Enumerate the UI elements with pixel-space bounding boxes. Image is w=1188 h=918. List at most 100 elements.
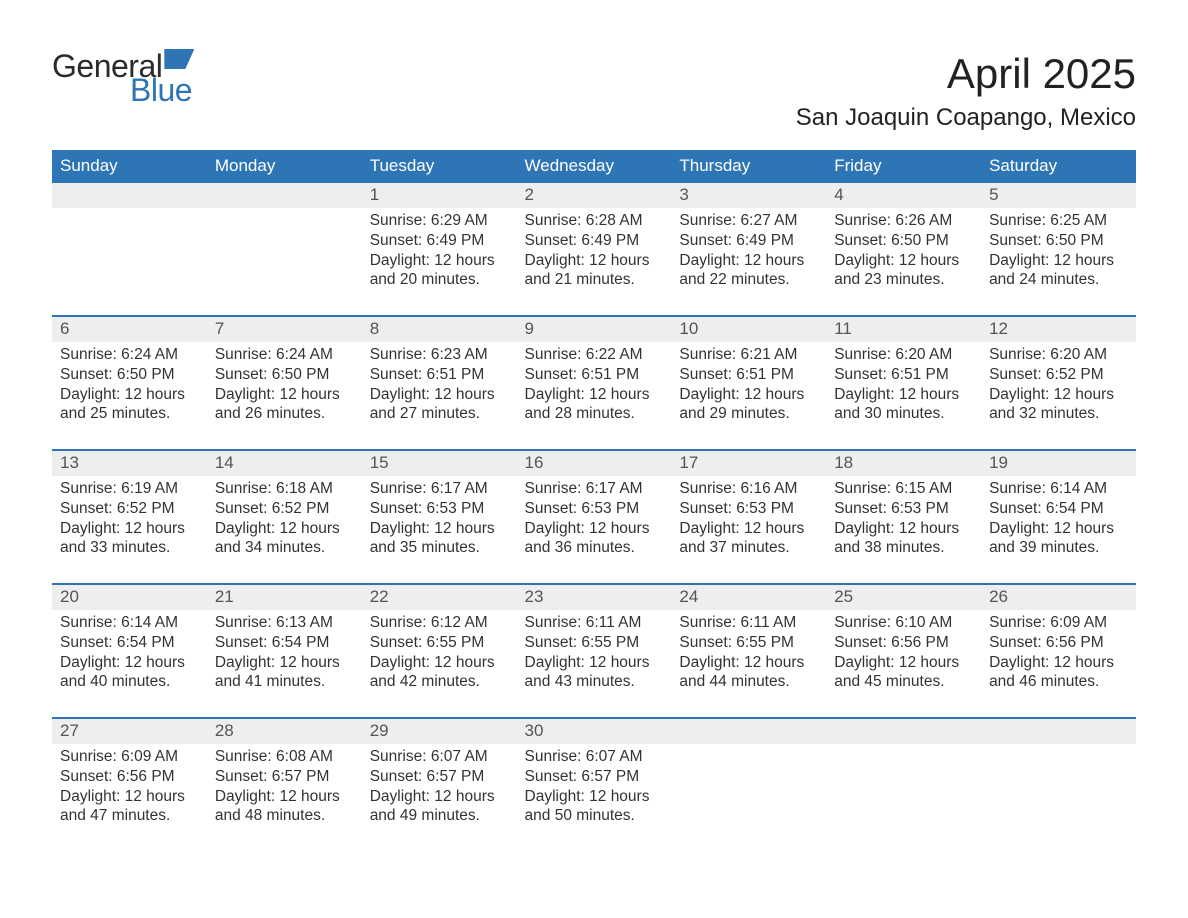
day-number: 29 (362, 719, 517, 744)
calendar-day-cell: 17Sunrise: 6:16 AMSunset: 6:53 PMDayligh… (671, 451, 826, 583)
day-details: Sunrise: 6:24 AMSunset: 6:50 PMDaylight:… (207, 342, 362, 428)
day-details: Sunrise: 6:25 AMSunset: 6:50 PMDaylight:… (981, 208, 1136, 294)
day-number: 22 (362, 585, 517, 610)
calendar-day-cell: 3Sunrise: 6:27 AMSunset: 6:49 PMDaylight… (671, 183, 826, 315)
calendar-empty-cell (52, 183, 207, 315)
calendar-day-cell: 30Sunrise: 6:07 AMSunset: 6:57 PMDayligh… (517, 719, 672, 851)
day-number: 9 (517, 317, 672, 342)
day-number: 25 (826, 585, 981, 610)
calendar-day-cell: 24Sunrise: 6:11 AMSunset: 6:55 PMDayligh… (671, 585, 826, 717)
calendar-day-cell: 18Sunrise: 6:15 AMSunset: 6:53 PMDayligh… (826, 451, 981, 583)
title-block: April 2025 San Joaquin Coapango, Mexico (796, 50, 1136, 142)
page-header: General Blue April 2025 San Joaquin Coap… (52, 50, 1136, 142)
calendar-week-row: 27Sunrise: 6:09 AMSunset: 6:56 PMDayligh… (52, 719, 1136, 851)
calendar-day-cell: 29Sunrise: 6:07 AMSunset: 6:57 PMDayligh… (362, 719, 517, 851)
day-details: Sunrise: 6:22 AMSunset: 6:51 PMDaylight:… (517, 342, 672, 428)
calendar-empty-cell (981, 719, 1136, 851)
day-number: 4 (826, 183, 981, 208)
calendar-header-row: SundayMondayTuesdayWednesdayThursdayFrid… (52, 150, 1136, 183)
calendar-empty-cell (671, 719, 826, 851)
calendar-day-cell: 11Sunrise: 6:20 AMSunset: 6:51 PMDayligh… (826, 317, 981, 449)
month-title: April 2025 (796, 50, 1136, 98)
day-number: 23 (517, 585, 672, 610)
calendar-day-cell: 9Sunrise: 6:22 AMSunset: 6:51 PMDaylight… (517, 317, 672, 449)
calendar-week-row: 13Sunrise: 6:19 AMSunset: 6:52 PMDayligh… (52, 451, 1136, 583)
calendar-day-cell: 5Sunrise: 6:25 AMSunset: 6:50 PMDaylight… (981, 183, 1136, 315)
day-details: Sunrise: 6:28 AMSunset: 6:49 PMDaylight:… (517, 208, 672, 294)
day-number: 5 (981, 183, 1136, 208)
calendar-day-cell: 7Sunrise: 6:24 AMSunset: 6:50 PMDaylight… (207, 317, 362, 449)
calendar-day-cell: 2Sunrise: 6:28 AMSunset: 6:49 PMDaylight… (517, 183, 672, 315)
day-number: 21 (207, 585, 362, 610)
day-details: Sunrise: 6:15 AMSunset: 6:53 PMDaylight:… (826, 476, 981, 562)
day-number: 1 (362, 183, 517, 208)
day-number: 19 (981, 451, 1136, 476)
day-number: 15 (362, 451, 517, 476)
day-number: 30 (517, 719, 672, 744)
day-details: Sunrise: 6:09 AMSunset: 6:56 PMDaylight:… (52, 744, 207, 830)
calendar-day-cell: 28Sunrise: 6:08 AMSunset: 6:57 PMDayligh… (207, 719, 362, 851)
calendar-day-cell: 10Sunrise: 6:21 AMSunset: 6:51 PMDayligh… (671, 317, 826, 449)
weekday-header: Thursday (671, 150, 826, 183)
calendar-day-cell: 1Sunrise: 6:29 AMSunset: 6:49 PMDaylight… (362, 183, 517, 315)
brand-word-2: Blue (130, 74, 194, 106)
calendar-day-cell: 27Sunrise: 6:09 AMSunset: 6:56 PMDayligh… (52, 719, 207, 851)
day-details: Sunrise: 6:21 AMSunset: 6:51 PMDaylight:… (671, 342, 826, 428)
calendar-page: General Blue April 2025 San Joaquin Coap… (0, 0, 1188, 891)
day-number: 13 (52, 451, 207, 476)
day-details: Sunrise: 6:12 AMSunset: 6:55 PMDaylight:… (362, 610, 517, 696)
calendar-day-cell: 16Sunrise: 6:17 AMSunset: 6:53 PMDayligh… (517, 451, 672, 583)
calendar-day-cell: 4Sunrise: 6:26 AMSunset: 6:50 PMDaylight… (826, 183, 981, 315)
calendar-week-row: 20Sunrise: 6:14 AMSunset: 6:54 PMDayligh… (52, 585, 1136, 717)
day-number: 18 (826, 451, 981, 476)
day-number: 27 (52, 719, 207, 744)
day-details: Sunrise: 6:17 AMSunset: 6:53 PMDaylight:… (362, 476, 517, 562)
day-details: Sunrise: 6:17 AMSunset: 6:53 PMDaylight:… (517, 476, 672, 562)
day-details: Sunrise: 6:20 AMSunset: 6:51 PMDaylight:… (826, 342, 981, 428)
weekday-header: Saturday (981, 150, 1136, 183)
day-number: 17 (671, 451, 826, 476)
day-number: 12 (981, 317, 1136, 342)
calendar-table: SundayMondayTuesdayWednesdayThursdayFrid… (52, 150, 1136, 851)
calendar-day-cell: 26Sunrise: 6:09 AMSunset: 6:56 PMDayligh… (981, 585, 1136, 717)
day-number: 14 (207, 451, 362, 476)
calendar-empty-cell (826, 719, 981, 851)
calendar-day-cell: 21Sunrise: 6:13 AMSunset: 6:54 PMDayligh… (207, 585, 362, 717)
day-details: Sunrise: 6:20 AMSunset: 6:52 PMDaylight:… (981, 342, 1136, 428)
calendar-day-cell: 23Sunrise: 6:11 AMSunset: 6:55 PMDayligh… (517, 585, 672, 717)
calendar-day-cell: 8Sunrise: 6:23 AMSunset: 6:51 PMDaylight… (362, 317, 517, 449)
day-number: 20 (52, 585, 207, 610)
day-number: 26 (981, 585, 1136, 610)
day-details: Sunrise: 6:10 AMSunset: 6:56 PMDaylight:… (826, 610, 981, 696)
day-details: Sunrise: 6:14 AMSunset: 6:54 PMDaylight:… (52, 610, 207, 696)
location-subtitle: San Joaquin Coapango, Mexico (796, 104, 1136, 132)
day-number: 24 (671, 585, 826, 610)
day-number: 7 (207, 317, 362, 342)
day-number: 3 (671, 183, 826, 208)
day-details: Sunrise: 6:29 AMSunset: 6:49 PMDaylight:… (362, 208, 517, 294)
day-details: Sunrise: 6:07 AMSunset: 6:57 PMDaylight:… (517, 744, 672, 830)
calendar-day-cell: 15Sunrise: 6:17 AMSunset: 6:53 PMDayligh… (362, 451, 517, 583)
day-details: Sunrise: 6:08 AMSunset: 6:57 PMDaylight:… (207, 744, 362, 830)
day-details: Sunrise: 6:07 AMSunset: 6:57 PMDaylight:… (362, 744, 517, 830)
day-details: Sunrise: 6:11 AMSunset: 6:55 PMDaylight:… (517, 610, 672, 696)
calendar-day-cell: 20Sunrise: 6:14 AMSunset: 6:54 PMDayligh… (52, 585, 207, 717)
day-details: Sunrise: 6:18 AMSunset: 6:52 PMDaylight:… (207, 476, 362, 562)
day-number: 2 (517, 183, 672, 208)
weekday-header: Monday (207, 150, 362, 183)
day-details: Sunrise: 6:19 AMSunset: 6:52 PMDaylight:… (52, 476, 207, 562)
calendar-day-cell: 22Sunrise: 6:12 AMSunset: 6:55 PMDayligh… (362, 585, 517, 717)
weekday-header: Wednesday (517, 150, 672, 183)
day-number: 16 (517, 451, 672, 476)
weekday-header: Tuesday (362, 150, 517, 183)
weekday-header: Sunday (52, 150, 207, 183)
brand-logo: General Blue (52, 50, 194, 106)
day-details: Sunrise: 6:24 AMSunset: 6:50 PMDaylight:… (52, 342, 207, 428)
day-details: Sunrise: 6:11 AMSunset: 6:55 PMDaylight:… (671, 610, 826, 696)
calendar-empty-cell (207, 183, 362, 315)
calendar-day-cell: 6Sunrise: 6:24 AMSunset: 6:50 PMDaylight… (52, 317, 207, 449)
calendar-day-cell: 12Sunrise: 6:20 AMSunset: 6:52 PMDayligh… (981, 317, 1136, 449)
calendar-week-row: 1Sunrise: 6:29 AMSunset: 6:49 PMDaylight… (52, 183, 1136, 315)
day-number: 28 (207, 719, 362, 744)
calendar-day-cell: 13Sunrise: 6:19 AMSunset: 6:52 PMDayligh… (52, 451, 207, 583)
